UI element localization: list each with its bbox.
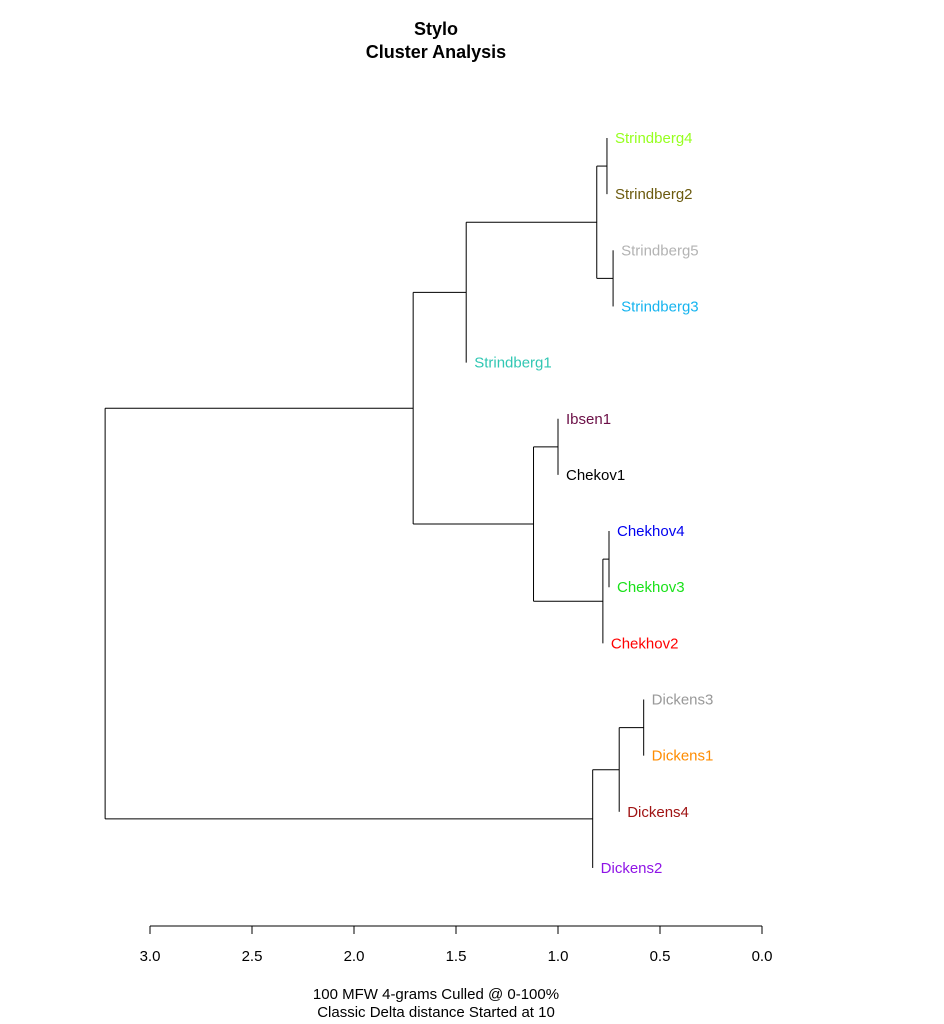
leaf-label-C3: Chekhov3 (617, 579, 685, 596)
leaf-label-K1: Chekov1 (566, 467, 625, 484)
leaf-label-D4: Dickens4 (627, 804, 689, 821)
x-tick-label-1: 2.5 (242, 948, 263, 965)
chart-subtitle: 100 MFW 4-grams Culled @ 0-100% Classic … (236, 986, 636, 1022)
leaf-label-S5: Strindberg5 (621, 242, 699, 259)
dendrogram-branches (104, 138, 645, 868)
leaf-label-C4: Chekhov4 (617, 523, 685, 540)
leaf-label-S1: Strindberg1 (474, 355, 552, 372)
chart-title-line-2: Cluster Analysis (365, 42, 507, 62)
leaf-label-S3: Strindberg3 (621, 298, 699, 315)
x-tick-label-5: 0.5 (650, 948, 671, 965)
leaf-label-D3: Dickens3 (652, 692, 714, 709)
leaf-label-D2: Dickens2 (601, 860, 663, 877)
leaf-label-S2: Strindberg2 (615, 186, 693, 203)
leaf-label-C2: Chekhov2 (611, 635, 679, 652)
leaf-label-I1: Ibsen1 (566, 411, 611, 428)
x-tick-label-0: 3.0 (140, 948, 161, 965)
x-tick-label-2: 2.0 (344, 948, 365, 965)
leaf-label-S4: Strindberg4 (615, 130, 693, 147)
chart-title: Stylo Cluster Analysis (236, 18, 636, 64)
x-tick-label-4: 1.0 (548, 948, 569, 965)
x-tick-label-3: 1.5 (446, 948, 467, 965)
chart-title-line-1: Stylo (413, 19, 458, 39)
leaf-label-D1: Dickens1 (652, 748, 714, 765)
leaf-labels: Strindberg4 Strindberg2 Strindberg5 Strindb… (474, 130, 713, 877)
chart-subtitle-line-1: 100 MFW 4-grams Culled @ 0-100% (312, 986, 560, 1003)
x-axis: 3.0 2.5 2.0 1.5 1.0 0.5 0.0 (140, 925, 773, 965)
x-tick-label-6: 0.0 (752, 948, 773, 965)
chart-subtitle-line-2: Classic Delta distance Started at 10 (317, 1004, 555, 1021)
